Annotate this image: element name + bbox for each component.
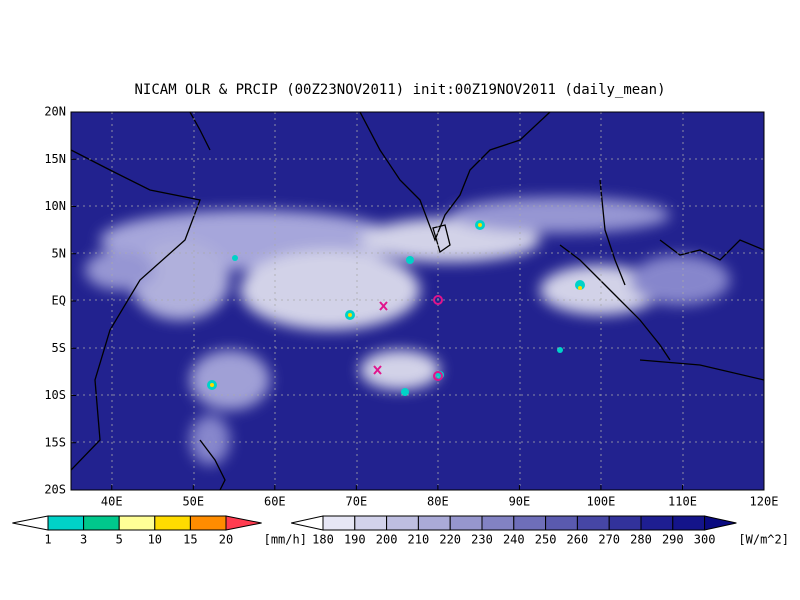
legend-label: 15 — [183, 533, 197, 547]
legend-label: 3 — [80, 533, 87, 547]
legend-box — [386, 515, 419, 531]
legend-label: 10 — [148, 533, 162, 547]
legend-label: 220 — [439, 533, 461, 547]
legend-box — [672, 515, 706, 531]
lat-label: 5N — [52, 246, 66, 260]
lat-label: 10S — [44, 388, 66, 402]
legend-label: 200 — [376, 533, 398, 547]
legend-label: 1 — [44, 533, 51, 547]
legend-label: 300 — [694, 533, 716, 547]
legend-label: 190 — [344, 533, 366, 547]
legend-box — [513, 515, 547, 531]
legend-label: 250 — [535, 533, 557, 547]
legend-arrow — [704, 515, 737, 531]
lat-label: 15S — [44, 435, 66, 449]
lon-label: 90E — [509, 495, 531, 509]
legend-box — [322, 515, 356, 531]
lon-label: 50E — [182, 495, 204, 509]
legend-box — [417, 515, 451, 531]
legend-label: 20 — [219, 533, 233, 547]
lon-label: 80E — [427, 495, 449, 509]
legend-box — [354, 515, 388, 531]
legend-unit: [W/m^2] — [738, 533, 789, 547]
legend-label: 280 — [630, 533, 652, 547]
lon-label: 40E — [101, 495, 123, 509]
legend-box — [545, 515, 578, 531]
legend-label: 210 — [408, 533, 430, 547]
map-area — [71, 112, 764, 490]
legend-box — [47, 515, 85, 531]
legend-unit: [mm/h] — [264, 533, 307, 547]
legend-box — [154, 515, 191, 531]
lat-label: EQ — [52, 294, 66, 308]
lon-label: 110E — [668, 495, 697, 509]
legend-label: 180 — [312, 533, 334, 547]
legend-box — [640, 515, 674, 531]
lat-label: 20N — [44, 105, 66, 119]
legend-label: 290 — [662, 533, 684, 547]
legend-label: 240 — [503, 533, 525, 547]
title: NICAM OLR & PRCIP (00Z23NOV2011) init:00… — [134, 82, 665, 98]
legend-arrow — [225, 515, 262, 531]
legend-box — [118, 515, 156, 531]
legend-arrow — [12, 515, 49, 531]
legend-arrow — [291, 515, 324, 531]
legend-box — [608, 515, 642, 531]
lat-label: 15N — [44, 152, 66, 166]
lon-label: 120E — [750, 495, 779, 509]
lat-label: 5S — [52, 341, 66, 355]
legend-box — [449, 515, 483, 531]
legend-label: 270 — [598, 533, 620, 547]
legend-box — [481, 515, 515, 531]
legend-label: 260 — [567, 533, 589, 547]
legend-box — [189, 515, 227, 531]
legend-box — [576, 515, 610, 531]
legend-label: 5 — [116, 533, 123, 547]
legend-box — [83, 515, 120, 531]
lon-label: 60E — [264, 495, 286, 509]
legend-label: 230 — [471, 533, 493, 547]
lon-label: 100E — [586, 495, 615, 509]
lat-label: 10N — [44, 199, 66, 213]
lat-label: 20S — [44, 483, 66, 497]
lon-label: 70E — [346, 495, 368, 509]
